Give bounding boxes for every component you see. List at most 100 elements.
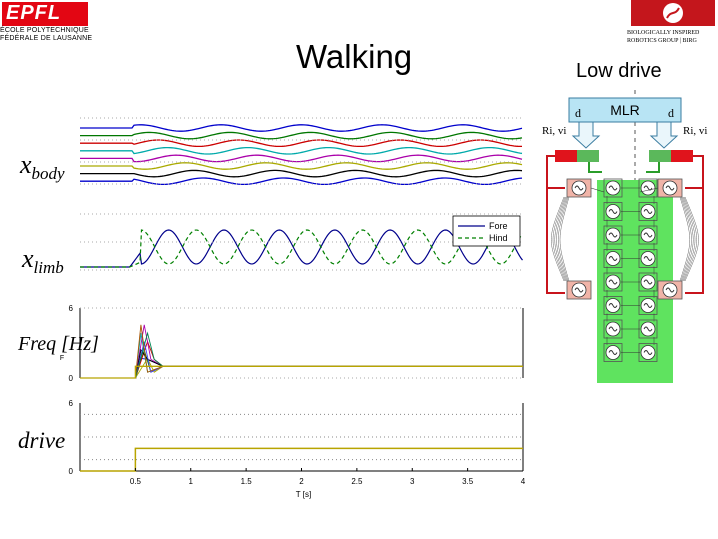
sine-icon [608, 303, 618, 308]
biorob-emblem [631, 0, 715, 26]
limb-coupling-curve [679, 196, 690, 282]
drive-x-tick-label: 1 [189, 477, 194, 486]
xlimb-label: xlimb [22, 244, 64, 278]
sine-icon [608, 185, 618, 191]
limb-coupling-curve [683, 196, 697, 282]
mlr-box [568, 97, 682, 123]
drive-x-tick-label: 4 [521, 477, 526, 486]
left-green-connector [588, 162, 602, 173]
xlimb-series-line [80, 229, 523, 268]
drive-tick-label: 0 [69, 467, 74, 476]
xbody-series-line [80, 146, 523, 155]
drive-tick-label: 6 [69, 399, 74, 408]
xbody-panel [80, 117, 523, 186]
biorob-logo: BIOLOGICALLY INSPIRED ROBOTICS GROUP | B… [625, 0, 718, 46]
d-left-label: d [575, 106, 581, 120]
left-red-connector [546, 155, 565, 294]
sine-icon [608, 232, 618, 238]
limb-coupling-curve [552, 196, 566, 282]
drive-x-tick-label: 1.5 [241, 477, 253, 486]
epfl-line2: FÉDÉRALE DE LAUSANNE [0, 35, 93, 42]
right-red-bar [671, 150, 693, 162]
drive-label: drive [18, 428, 66, 453]
sine-icon [643, 303, 653, 308]
mlr-label: MLR [610, 102, 640, 118]
drive-x-tick-label: 3.5 [462, 477, 474, 486]
lizard-icon [663, 3, 683, 23]
limb-coupling-curve [684, 196, 699, 282]
drive-line [80, 447, 523, 472]
freq-series-line [80, 333, 523, 379]
freq-ylabel-fragment: F [60, 355, 64, 362]
drive-x-tick-label: 0.5 [130, 477, 142, 486]
left-green-bar [577, 150, 599, 162]
cpg-network-diagram: MLR d d Ri, vi Ri, vi [542, 90, 707, 383]
sine-icon [643, 209, 653, 214]
drive-x-tick-label: 2 [299, 477, 304, 486]
limb-body-coupling [639, 187, 659, 193]
limb-coupling-curve [556, 196, 568, 282]
sine-icon [574, 185, 584, 191]
limb-coupling-curve [554, 196, 567, 282]
epfl-wordmark: EPFL [2, 2, 88, 26]
ri-right-label: Ri, vi [683, 125, 707, 137]
sine-icon [608, 209, 618, 214]
left-red-bar [555, 150, 577, 162]
right-green-connector [646, 162, 660, 173]
sine-icon [574, 287, 584, 293]
freq-label: Freq [Hz] [18, 333, 99, 355]
sine-icon [643, 326, 653, 332]
freq-tick-label: 0 [69, 374, 74, 383]
right-red-connector [685, 155, 704, 294]
epfl-line1: ÉCOLE POLYTECHNIQUE [0, 27, 89, 34]
slide-title: Walking [296, 38, 413, 75]
freq-series-line [80, 331, 523, 379]
sine-icon [665, 185, 675, 191]
limb-coupling-curve [559, 196, 570, 282]
sine-icon [608, 326, 618, 332]
limb-coupling-curve [680, 196, 692, 282]
sine-icon [643, 256, 653, 261]
right-green-bar [649, 150, 671, 162]
epfl-logo: EPFL ÉCOLE POLYTECHNIQUE FÉDÉRALE DE LAU… [0, 0, 95, 44]
freq-steady-line [80, 365, 523, 379]
sine-icon [608, 256, 618, 261]
xbody-series-line [80, 177, 523, 186]
sine-icon [608, 279, 618, 285]
mlr-right-arrow [649, 121, 679, 149]
limb-coupling-curve [551, 196, 565, 282]
d-right-label: d [668, 106, 674, 120]
xbody-series-line [80, 131, 523, 140]
xlimb-series-line [80, 229, 523, 268]
limb-coupling-curve [681, 196, 694, 282]
ri-left-label: Ri, vi [542, 125, 566, 137]
xbody-series-line [80, 162, 523, 170]
mlr-left-arrow [571, 121, 601, 149]
freq-tick-label: 6 [69, 304, 74, 313]
drive-x-tick-label: 3 [410, 477, 415, 486]
drive-x-axis-label: T [s] [296, 490, 311, 499]
xbody-series-line [80, 139, 522, 148]
sine-icon [643, 232, 653, 238]
sine-icon [643, 279, 653, 285]
limb-body-coupling [590, 187, 605, 193]
slide-subtitle: Low drive [576, 60, 662, 82]
drive-panel: 0 6 0.5 1 1.5 2 2.5 3 3.5 4 T [s] [69, 399, 526, 499]
limb-coupling-curve [558, 196, 569, 282]
xbody-series-line [80, 154, 523, 163]
biorob-line1: BIOLOGICALLY INSPIRED [627, 30, 700, 36]
xbody-series-line [80, 124, 523, 132]
sine-icon [608, 350, 618, 355]
biorob-line2: ROBOTICS GROUP | BIRG [627, 38, 697, 44]
sine-icon [643, 350, 653, 355]
frequency-panel: 0 6 F [60, 304, 524, 383]
xbody-series-line [80, 169, 523, 178]
xbody-label: xbody [20, 150, 65, 184]
drive-x-tick-label: 2.5 [351, 477, 363, 486]
xlimb-legend-box [452, 215, 521, 247]
limb-coupling-curve [682, 196, 696, 282]
sine-icon [665, 287, 675, 293]
xlimb-legend-label: Fore [489, 221, 508, 231]
xlimb-panel: Fore Hind [80, 213, 523, 271]
